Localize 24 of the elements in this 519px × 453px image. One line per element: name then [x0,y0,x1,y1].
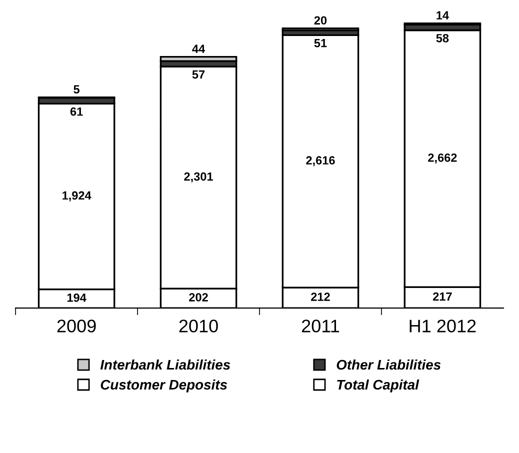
x-tick-label: 2009 [57,320,96,332]
data-label: 217 [433,292,452,301]
legend-label: Customer Deposits [100,379,228,392]
data-label: 2,301 [184,172,213,182]
data-label: 51 [314,39,327,48]
data-label: 44 [192,44,206,53]
data-label: 2,662 [428,153,457,164]
data-label: 2,616 [306,156,335,166]
legend-label: Other Liabilities [336,359,441,370]
data-label: 61 [70,107,83,116]
data-label: 58 [436,34,449,42]
data-label: 20 [314,16,327,25]
data-label: 1,924 [62,191,92,202]
x-tick-label: 2011 [302,320,340,332]
data-label: 5 [74,85,80,94]
data-label: 14 [436,11,449,20]
data-label: 57 [192,70,205,79]
data-label: 212 [311,292,330,301]
data-label: 194 [67,293,86,302]
x-tick-label: H1 2012 [410,320,476,332]
x-tick-label: 2010 [179,320,218,332]
legend-label: Total Capital [337,379,420,392]
legend-label: Interbank Liabilities [100,359,230,370]
data-label: 202 [189,293,208,302]
